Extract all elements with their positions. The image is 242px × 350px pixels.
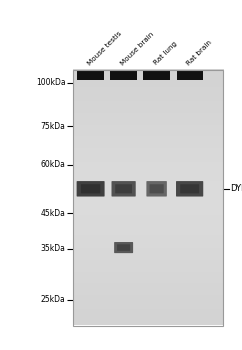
FancyBboxPatch shape bbox=[77, 181, 105, 197]
FancyBboxPatch shape bbox=[114, 242, 133, 253]
FancyBboxPatch shape bbox=[117, 244, 130, 251]
Bar bbox=[111, 71, 137, 79]
FancyBboxPatch shape bbox=[176, 181, 203, 197]
Bar bbox=[144, 71, 170, 79]
Text: Mouse testis: Mouse testis bbox=[86, 30, 123, 66]
Bar bbox=[176, 71, 203, 79]
FancyBboxPatch shape bbox=[146, 181, 167, 197]
Bar bbox=[77, 71, 104, 79]
FancyBboxPatch shape bbox=[112, 181, 136, 197]
Text: DYNC1LI2: DYNC1LI2 bbox=[230, 184, 242, 193]
Text: 100kDa: 100kDa bbox=[36, 78, 65, 87]
FancyBboxPatch shape bbox=[150, 184, 164, 193]
Text: Rat brain: Rat brain bbox=[185, 39, 213, 66]
Text: 45kDa: 45kDa bbox=[40, 209, 65, 218]
Text: 75kDa: 75kDa bbox=[40, 122, 65, 131]
Text: 25kDa: 25kDa bbox=[41, 295, 65, 304]
FancyBboxPatch shape bbox=[81, 184, 100, 193]
Text: Rat lung: Rat lung bbox=[152, 41, 178, 66]
Text: 60kDa: 60kDa bbox=[40, 160, 65, 169]
Bar bbox=[73, 70, 223, 326]
Text: 35kDa: 35kDa bbox=[40, 244, 65, 253]
Text: Mouse brain: Mouse brain bbox=[119, 31, 155, 66]
FancyBboxPatch shape bbox=[115, 184, 132, 193]
FancyBboxPatch shape bbox=[180, 184, 199, 193]
